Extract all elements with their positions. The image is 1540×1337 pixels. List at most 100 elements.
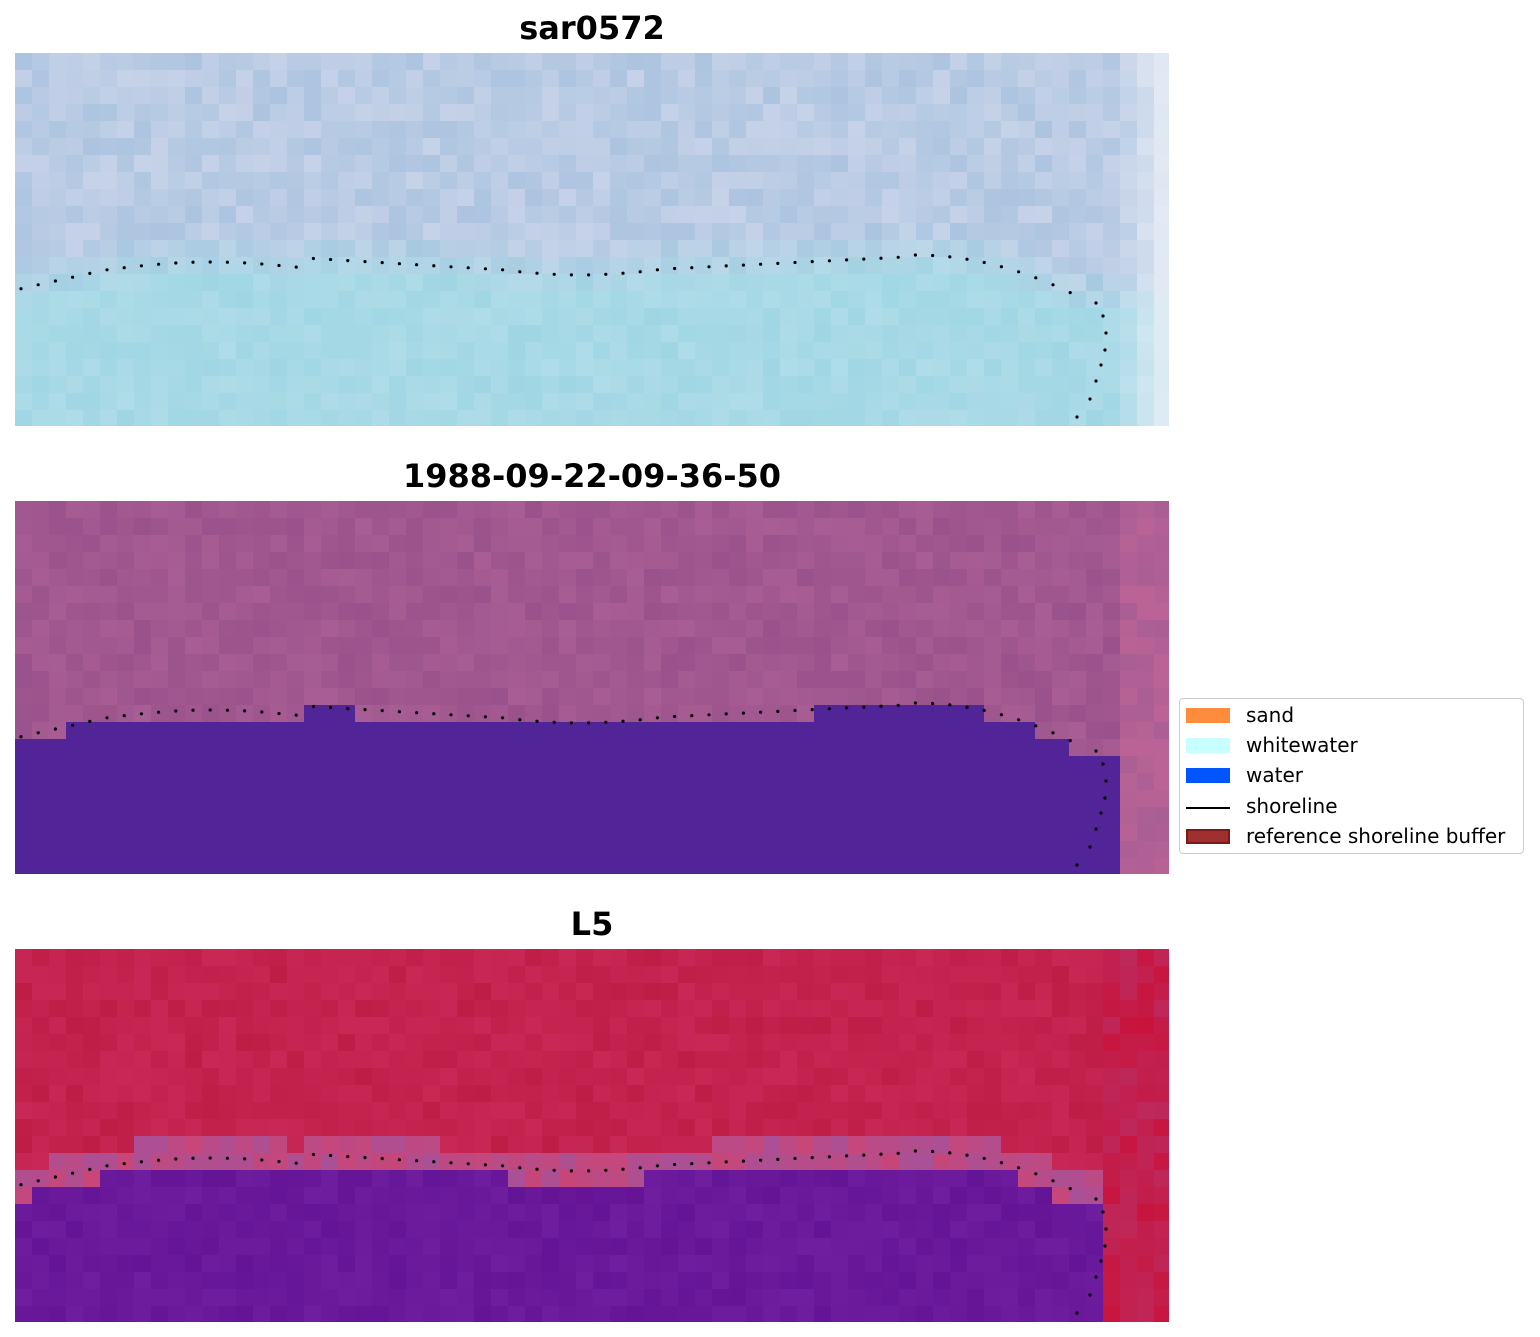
image-pixel	[355, 739, 372, 756]
image-pixel	[984, 308, 1001, 325]
image-pixel	[457, 756, 474, 773]
shoreline-point	[157, 1158, 161, 1162]
image-pixel	[66, 1272, 83, 1289]
image-pixel	[882, 342, 899, 359]
image-pixel	[1035, 1085, 1052, 1102]
image-pixel	[185, 240, 202, 257]
shoreline-point	[53, 1175, 58, 1179]
image-pixel	[355, 325, 372, 342]
image-pixel	[1154, 53, 1169, 70]
image-pixel	[559, 841, 576, 858]
image-pixel	[593, 1034, 610, 1051]
image-pixel	[168, 1272, 185, 1289]
image-pixel	[202, 671, 219, 688]
image-pixel	[746, 773, 763, 790]
image-pixel	[1137, 637, 1154, 654]
image-pixel	[1120, 223, 1137, 240]
image-pixel	[151, 1034, 168, 1051]
image-pixel	[933, 552, 950, 569]
image-pixel	[32, 121, 49, 138]
image-pixel	[406, 637, 423, 654]
image-pixel	[1018, 620, 1035, 637]
image-pixel	[712, 342, 729, 359]
image-pixel	[389, 739, 406, 756]
image-pixel	[338, 342, 355, 359]
image-pixel	[763, 1034, 780, 1051]
image-pixel	[627, 1306, 644, 1322]
image-pixel	[219, 858, 236, 874]
image-pixel	[712, 308, 729, 325]
image-pixel	[1120, 756, 1137, 773]
image-pixel	[814, 206, 831, 223]
image-pixel	[610, 620, 627, 637]
image-pixel	[950, 1034, 967, 1051]
image-pixel	[117, 722, 134, 739]
image-pixel	[899, 654, 916, 671]
image-pixel	[576, 1068, 593, 1085]
image-pixel	[661, 155, 678, 172]
image-pixel	[491, 1034, 508, 1051]
image-pixel	[168, 501, 185, 518]
image-pixel	[882, 155, 899, 172]
image-pixel	[542, 1085, 559, 1102]
image-pixel	[202, 1153, 219, 1170]
image-pixel	[168, 773, 185, 790]
image-pixel	[151, 1136, 168, 1153]
image-pixel	[916, 501, 933, 518]
image-pixel	[882, 1000, 899, 1017]
image-pixel	[1120, 824, 1137, 841]
image-pixel	[1103, 586, 1120, 603]
image-pixel	[457, 206, 474, 223]
image-pixel	[1086, 189, 1103, 206]
image-pixel	[100, 1102, 117, 1119]
image-pixel	[219, 807, 236, 824]
image-pixel	[1103, 983, 1120, 1000]
image-pixel	[508, 1085, 525, 1102]
image-pixel	[338, 138, 355, 155]
image-pixel	[729, 342, 746, 359]
image-pixel	[746, 688, 763, 705]
image-pixel	[1103, 569, 1120, 586]
image-pixel	[508, 841, 525, 858]
image-pixel	[1103, 1238, 1120, 1255]
image-pixel	[440, 342, 457, 359]
image-pixel	[1052, 393, 1069, 410]
image-pixel	[219, 654, 236, 671]
image-pixel	[763, 325, 780, 342]
image-pixel	[1103, 359, 1120, 376]
image-pixel	[185, 1085, 202, 1102]
shoreline-point	[518, 270, 522, 274]
image-pixel	[797, 705, 814, 722]
image-pixel	[1137, 87, 1154, 104]
image-pixel	[984, 983, 1001, 1000]
image-pixel	[83, 291, 100, 308]
image-pixel	[763, 552, 780, 569]
image-pixel	[100, 376, 117, 393]
image-pixel	[491, 1000, 508, 1017]
image-pixel	[83, 807, 100, 824]
image-pixel	[1035, 87, 1052, 104]
image-pixel	[270, 342, 287, 359]
image-pixel	[1035, 603, 1052, 620]
image-pixel	[695, 1068, 712, 1085]
image-pixel	[83, 172, 100, 189]
image-pixel	[763, 1170, 780, 1187]
image-pixel	[1137, 1085, 1154, 1102]
image-pixel	[559, 274, 576, 291]
image-pixel	[950, 308, 967, 325]
image-pixel	[151, 586, 168, 603]
image-pixel	[1137, 223, 1154, 240]
image-pixel	[933, 535, 950, 552]
image-pixel	[304, 773, 321, 790]
image-pixel	[780, 824, 797, 841]
image-pixel	[678, 70, 695, 87]
shoreline-point	[1068, 1187, 1072, 1191]
image-pixel	[627, 291, 644, 308]
image-pixel	[168, 87, 185, 104]
image-pixel	[848, 1255, 865, 1272]
image-pixel	[219, 1238, 236, 1255]
image-pixel	[151, 1289, 168, 1306]
image-pixel	[423, 342, 440, 359]
image-pixel	[576, 790, 593, 807]
image-pixel	[678, 671, 695, 688]
